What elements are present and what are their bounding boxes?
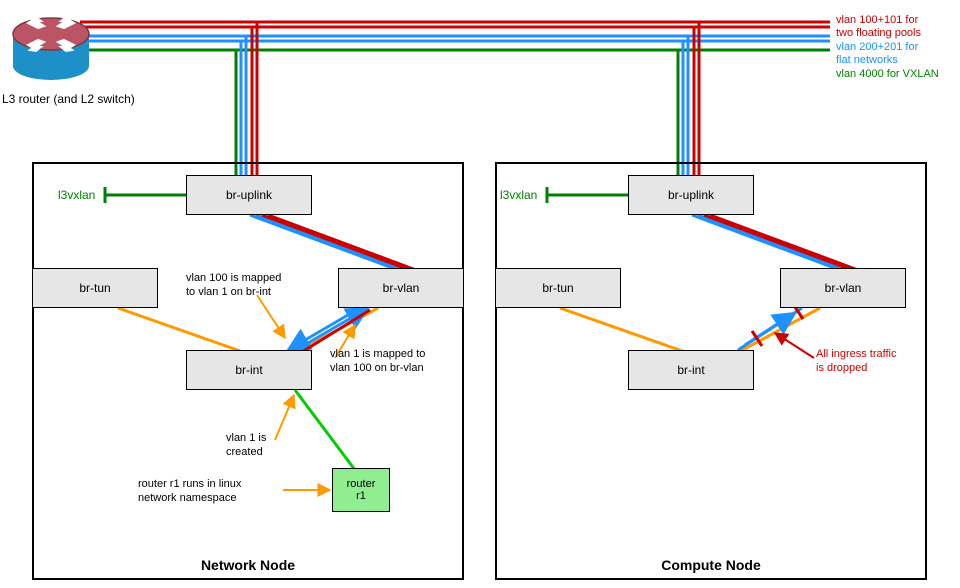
nn-br-tun: br-tun — [32, 268, 158, 308]
nn-ann4: router r1 runs in linux network namespac… — [138, 478, 241, 506]
cn-br-int: br-int — [628, 350, 754, 390]
legend-blue-2: flat networks — [836, 54, 898, 68]
l3-router-icon — [6, 6, 106, 96]
cn-l3vxlan: l3vxlan — [500, 188, 537, 203]
legend-red-2: two floating pools — [836, 27, 921, 41]
legend-blue-1: vlan 200+201 for — [836, 41, 918, 55]
compute-node-title: Compute Node — [495, 557, 927, 573]
legend-red-1: vlan 100+101 for — [836, 14, 918, 28]
nn-ann2: vlan 1 is mapped to vlan 100 on br-vlan — [330, 348, 425, 376]
nn-br-int: br-int — [186, 350, 312, 390]
nn-ann3: vlan 1 is created — [226, 432, 266, 460]
network-node-title: Network Node — [32, 557, 464, 573]
cn-br-vlan: br-vlan — [780, 268, 906, 308]
cn-br-tun: br-tun — [495, 268, 621, 308]
nn-ann1: vlan 100 is mapped to vlan 1 on br-int — [186, 272, 281, 300]
router-caption: L3 router (and L2 switch) — [2, 92, 135, 107]
nn-router-r1: router r1 — [332, 468, 390, 512]
cn-br-uplink: br-uplink — [628, 175, 754, 215]
cn-ann1: All ingress traffic is dropped — [816, 348, 897, 376]
legend-green: vlan 4000 for VXLAN — [836, 68, 939, 82]
nn-l3vxlan: l3vxlan — [58, 188, 95, 203]
nn-br-vlan: br-vlan — [338, 268, 464, 308]
nn-br-uplink: br-uplink — [186, 175, 312, 215]
